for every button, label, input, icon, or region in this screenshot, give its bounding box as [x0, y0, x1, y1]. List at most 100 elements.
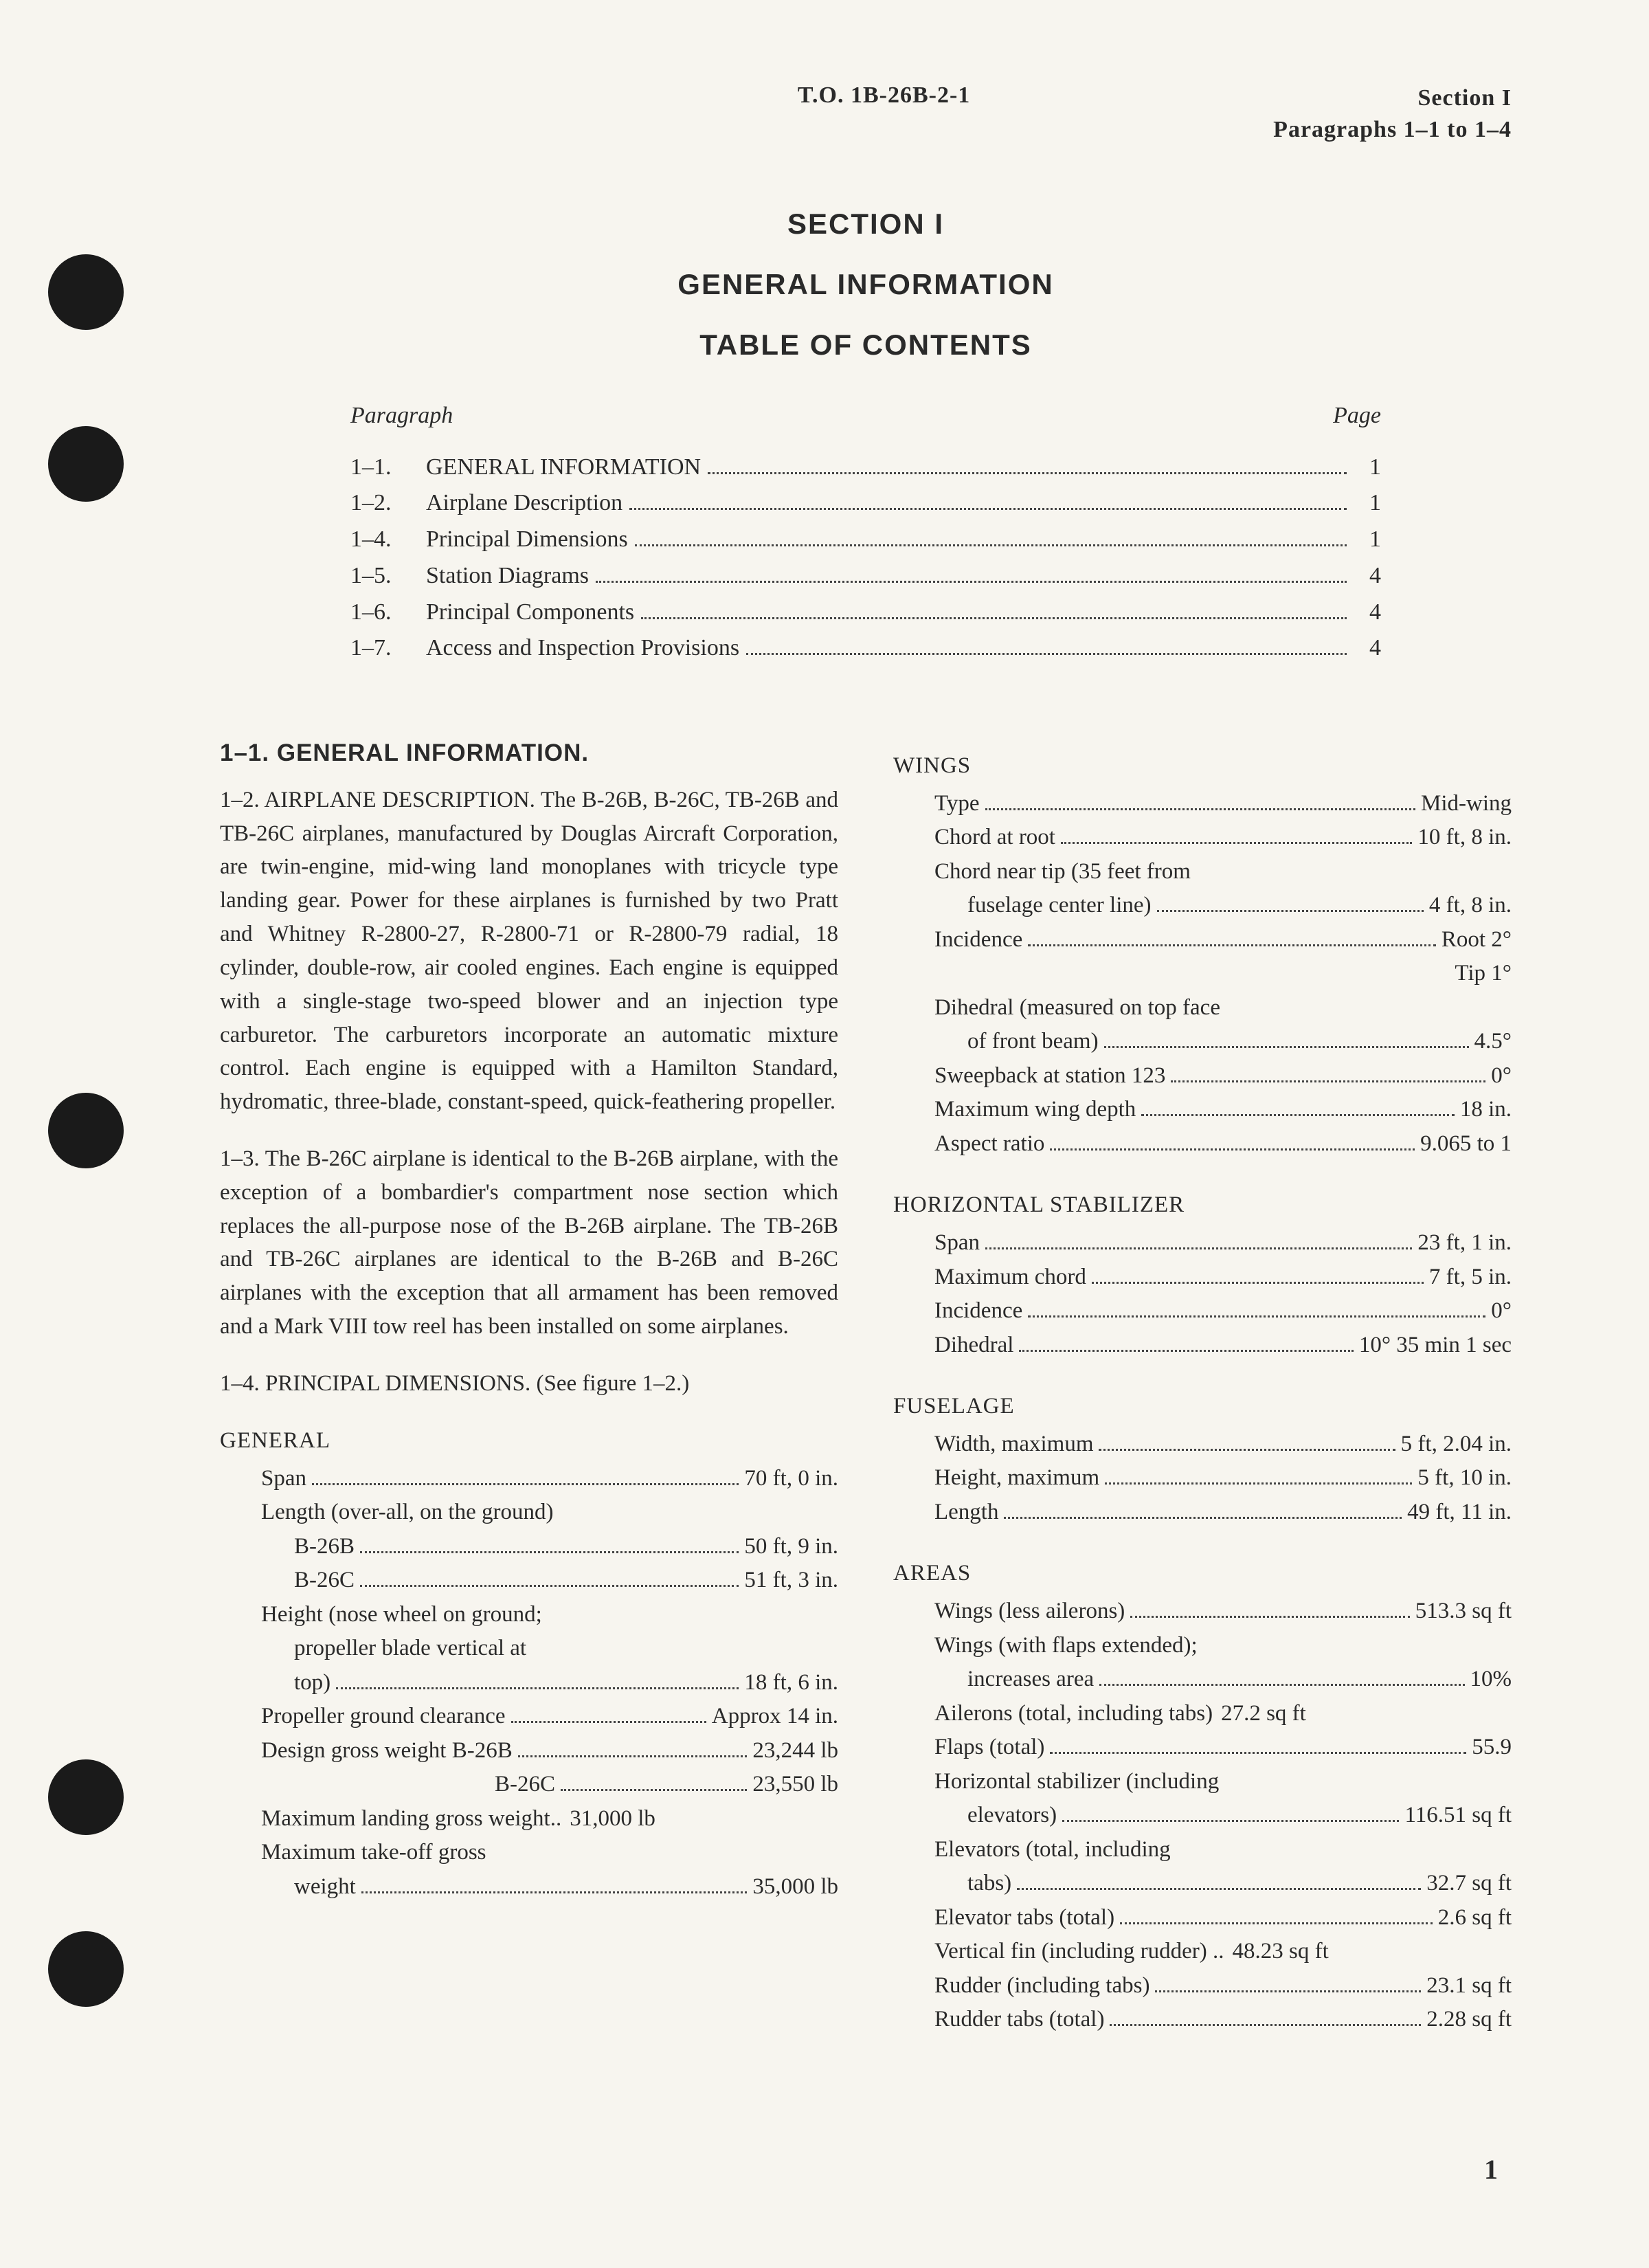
spec-value: 10° 35 min 1 sec	[1359, 1328, 1512, 1363]
spec-leader-dots	[1099, 1449, 1395, 1451]
spec-value: 23 ft, 1 in.	[1417, 1226, 1512, 1260]
spec-label: Chord at root	[934, 821, 1055, 855]
spec-row: Vertical fin (including rudder) .. 48.23…	[934, 1935, 1512, 1969]
spec-label: Span	[934, 1226, 980, 1260]
spec-value: Root 2°	[1442, 923, 1512, 957]
toc-title: TABLE OF CONTENTS	[220, 329, 1512, 362]
spec-leader-dots	[1050, 1752, 1466, 1754]
spec-value: 23,244 lb	[752, 1734, 838, 1768]
areas-head: AREAS	[893, 1557, 1512, 1590]
spec-leader-dots	[1028, 1315, 1485, 1318]
spec-row: Propeller ground clearance Approx 14 in.	[261, 1700, 838, 1734]
general-head: GENERAL	[220, 1424, 838, 1458]
spec-leader-dots	[1017, 1888, 1421, 1890]
toc-leader-dots	[635, 544, 1347, 546]
spec-row: B-26C 51 ft, 3 in.	[294, 1564, 838, 1598]
body-columns: 1–1. GENERAL INFORMATION. 1–2. AIRPLANE …	[220, 735, 1512, 2044]
spec-row: Length (over-all, on the ground)	[261, 1496, 838, 1530]
spec-label: Maximum take-off gross	[261, 1836, 486, 1870]
spec-leader-dots	[561, 1789, 747, 1791]
spec-leader-dots	[985, 808, 1415, 810]
spec-value: 51 ft, 3 in.	[744, 1564, 838, 1598]
spec-value: 0°	[1491, 1059, 1512, 1093]
spec-value: 18 in.	[1460, 1093, 1512, 1127]
spec-label: Design gross weight B-26B	[261, 1734, 513, 1768]
header-paragraphs: Paragraphs 1–1 to 1–4	[1273, 114, 1512, 146]
doc-id: T.O. 1B-26B-2-1	[798, 82, 970, 108]
spec-leader-dots	[360, 1551, 739, 1553]
spec-label: Maximum wing depth	[934, 1093, 1136, 1127]
fuselage-head: FUSELAGE	[893, 1390, 1512, 1423]
spec-value: 50 ft, 9 in.	[744, 1530, 838, 1564]
spec-label: Dihedral (measured on top face	[934, 991, 1220, 1025]
hstab-head: HORIZONTAL STABILIZER	[893, 1188, 1512, 1222]
spec-value: 31,000 lb	[570, 1802, 655, 1836]
spec-label: Incidence	[934, 1294, 1022, 1328]
spec-label: Flaps (total)	[934, 1731, 1044, 1765]
spec-label: Span	[261, 1462, 306, 1496]
spec-value: Approx 14 in.	[712, 1700, 838, 1734]
spec-label: tabs)	[967, 1867, 1011, 1901]
para-1-3: 1–3. The B-26C airplane is identical to …	[220, 1142, 838, 1344]
spec-value: 116.51 sq ft	[1404, 1799, 1512, 1833]
spec-label: Chord near tip (35 feet from	[934, 855, 1191, 889]
toc-entry-title: Airplane Description	[426, 485, 622, 522]
spec-value: 2.6 sq ft	[1438, 1901, 1512, 1935]
spec-label: elevators)	[967, 1799, 1057, 1833]
spec-leader-dots	[1028, 944, 1436, 946]
spec-leader-dots	[1104, 1046, 1469, 1048]
spec-label: Width, maximum	[934, 1427, 1093, 1462]
spec-row: Width, maximum 5 ft, 2.04 in.	[934, 1427, 1512, 1462]
toc-entry-num: 1–6.	[350, 594, 426, 631]
spec-label: B-26C	[495, 1768, 555, 1802]
toc-entry-title: Principal Dimensions	[426, 522, 628, 558]
spec-label: Elevators (total, including	[934, 1833, 1171, 1867]
page-header: T.O. 1B-26B-2-1 Section I Paragraphs 1–1…	[220, 82, 1512, 146]
spec-row: Elevators (total, including	[934, 1833, 1512, 1867]
spec-label: B-26B	[294, 1530, 355, 1564]
spec-label: Wings (with flaps extended);	[934, 1629, 1198, 1663]
punch-hole	[48, 1759, 124, 1835]
spec-row: Chord near tip (35 feet from	[934, 855, 1512, 889]
spec-label: Height (nose wheel on ground;	[261, 1598, 542, 1632]
spec-label: Ailerons (total, including tabs)	[934, 1697, 1213, 1731]
spec-label: Aspect ratio	[934, 1127, 1044, 1161]
spec-leader-dots	[1099, 1684, 1464, 1686]
toc-leader-dots	[708, 471, 1347, 474]
spec-value: Mid-wing	[1421, 787, 1512, 821]
spec-label: Horizontal stabilizer (including	[934, 1765, 1219, 1799]
spec-value: 10 ft, 8 in.	[1417, 821, 1512, 855]
toc-row: 1–4. Principal Dimensions 1	[350, 522, 1381, 558]
spec-leader-dots	[1130, 1616, 1409, 1618]
spec-row: Type Mid-wing	[934, 787, 1512, 821]
spec-leader-dots	[511, 1721, 706, 1723]
punch-hole	[48, 426, 124, 502]
spec-leader-dots	[1004, 1517, 1402, 1519]
toc-row: 1–7. Access and Inspection Provisions 4	[350, 630, 1381, 667]
toc-row: 1–2. Airplane Description 1	[350, 485, 1381, 522]
spec-leader-dots	[985, 1247, 1412, 1249]
para-1-2-text: The B-26B, B-26C, TB-26B and TB-26C airp…	[220, 788, 838, 1114]
spec-leader-dots	[360, 1585, 739, 1587]
toc-leader-dots	[596, 580, 1347, 583]
spec-row: Design gross weight B-26B 23,244 lb	[261, 1734, 838, 1768]
spec-value: 5 ft, 10 in.	[1417, 1461, 1512, 1496]
toc-entry-num: 1–2.	[350, 485, 426, 522]
spec-leader-dots	[1105, 1482, 1412, 1485]
spec-value: 70 ft, 0 in.	[744, 1462, 838, 1496]
spec-row: Wings (less ailerons) 513.3 sq ft	[934, 1594, 1512, 1629]
general-block: Span 70 ft, 0 in.Length (over-all, on th…	[261, 1462, 838, 1904]
spec-label: weight	[294, 1870, 356, 1904]
punch-hole	[48, 254, 124, 330]
para-1-1-head: 1–1. GENERAL INFORMATION.	[220, 735, 838, 771]
spec-row: Rudder tabs (total) 2.28 sq ft	[934, 2003, 1512, 2037]
spec-leader-dots	[1092, 1282, 1424, 1284]
toc-entry-page: 1	[1354, 449, 1381, 486]
spec-value: 2.28 sq ft	[1426, 2003, 1512, 2037]
spec-value: 4.5°	[1474, 1025, 1512, 1059]
spec-label: top)	[294, 1666, 330, 1700]
spec-row: Dihedral 10° 35 min 1 sec	[934, 1328, 1512, 1363]
toc-entry-num: 1–4.	[350, 522, 426, 558]
spec-leader-dots	[1019, 1350, 1353, 1352]
spec-row: Wings (with flaps extended);	[934, 1629, 1512, 1663]
